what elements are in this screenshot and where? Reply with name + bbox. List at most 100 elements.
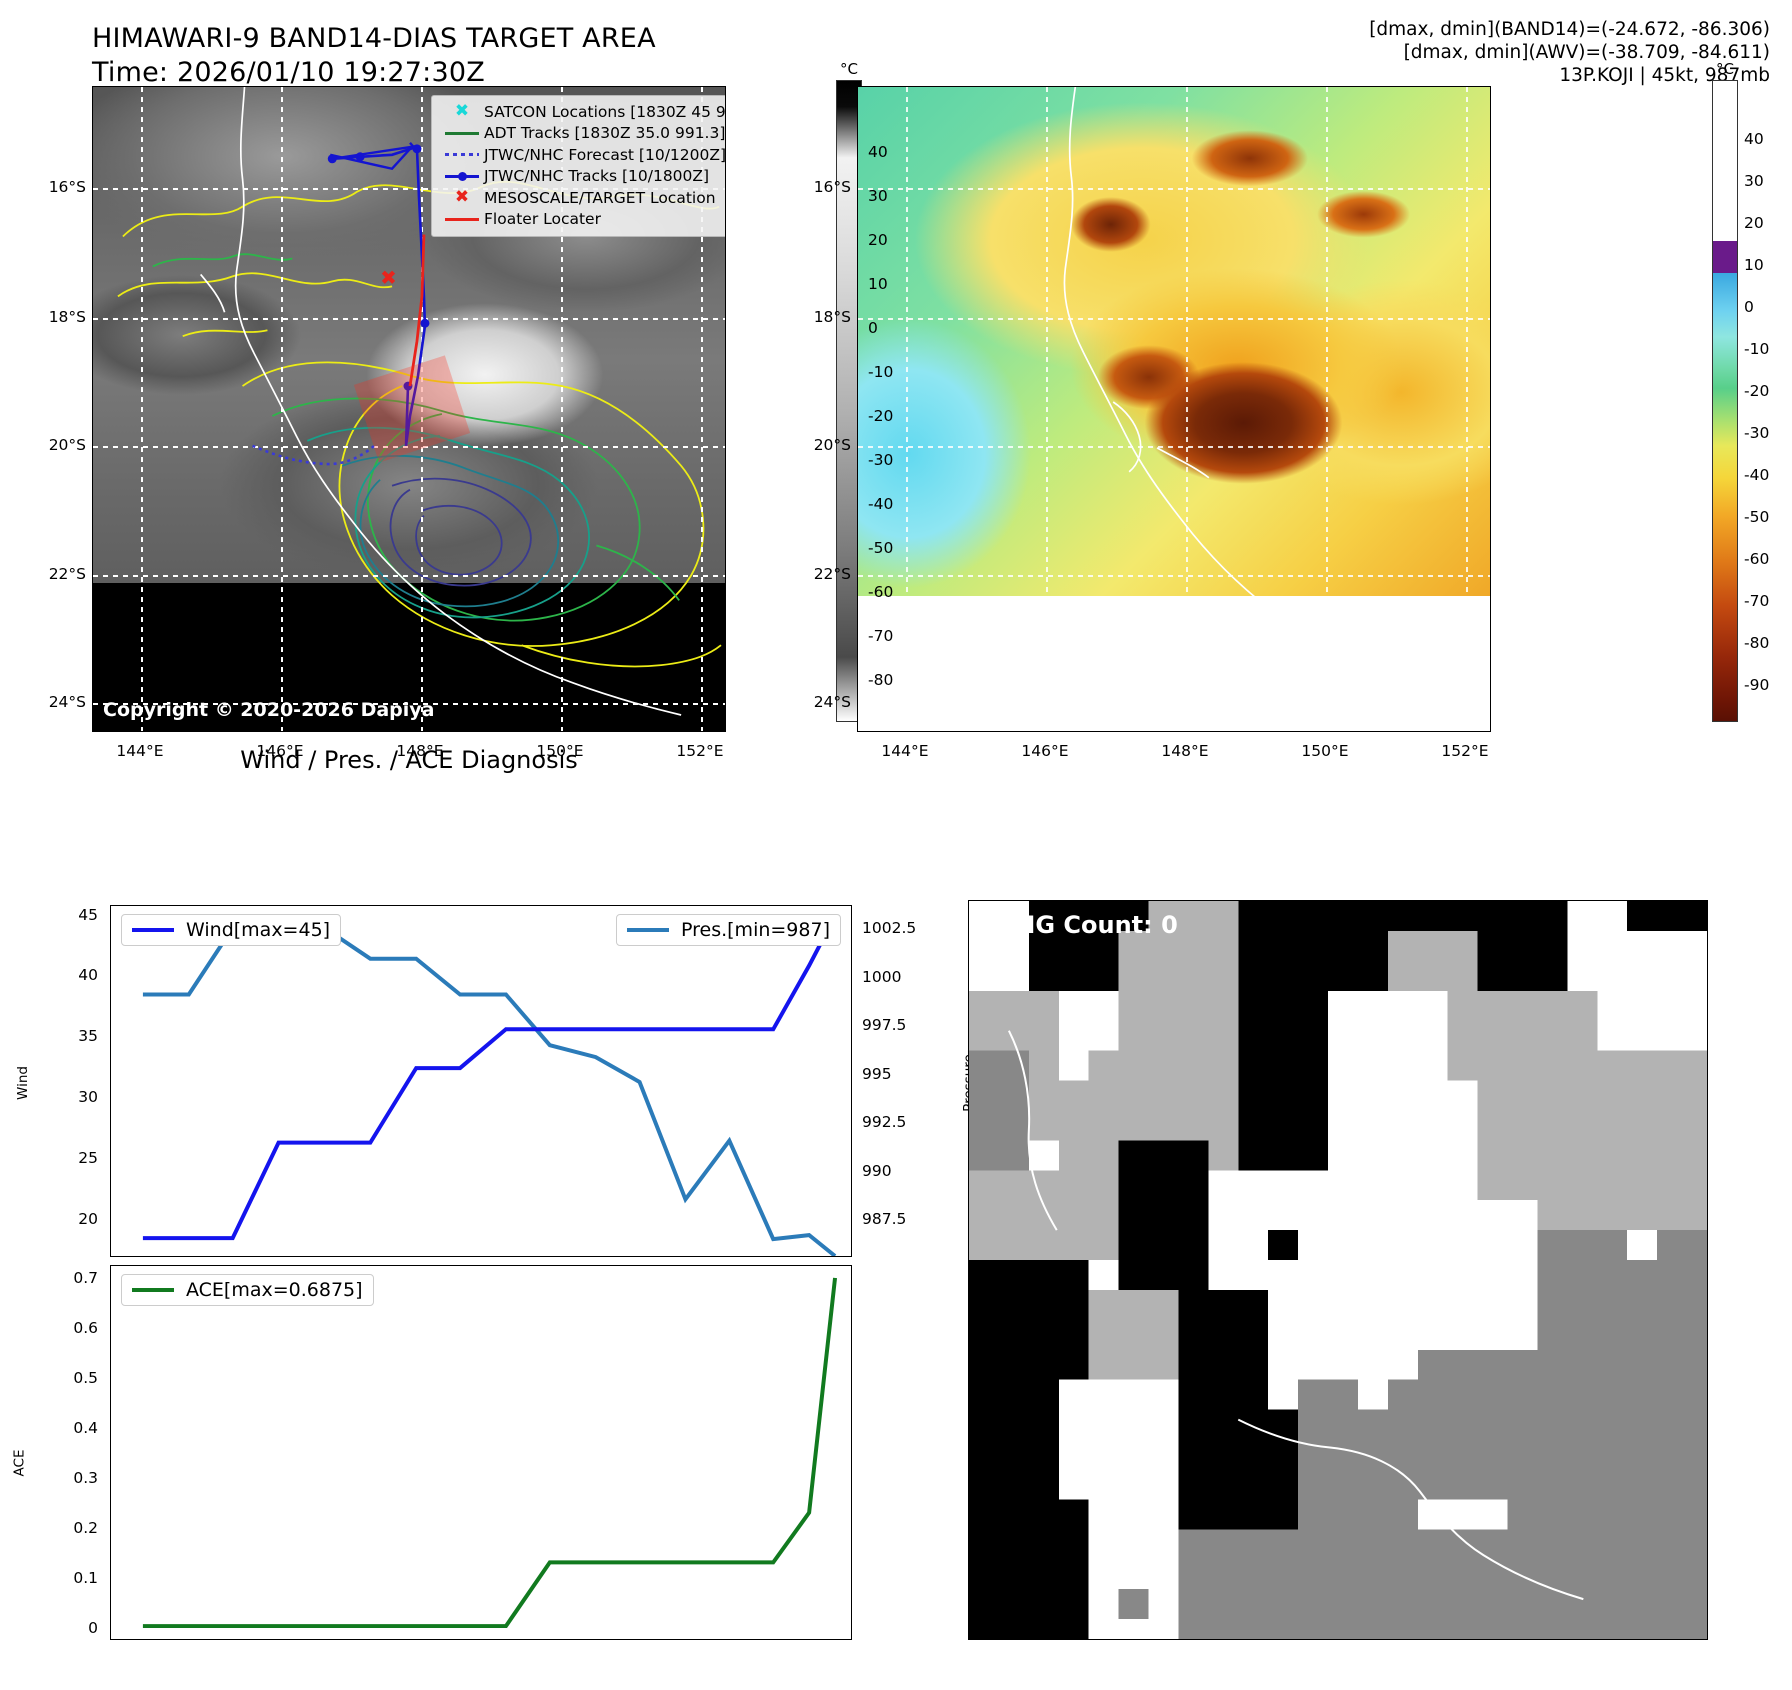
solid-line-icon — [440, 217, 484, 221]
ir-colorbar-unit: °C — [840, 60, 858, 78]
ace-ytick: 0.6 — [73, 1319, 98, 1337]
ir-cbar-tick: 20 — [868, 231, 888, 249]
legend-row: ADT Tracks [1830Z 35.0 991.3] — [440, 123, 725, 145]
ir-cbar-tick: 30 — [868, 187, 888, 205]
wmg-grid-cells — [969, 901, 1707, 1639]
awv-coastline-overlay — [1063, 87, 1403, 682]
ir-cbar-tick: -80 — [868, 671, 894, 689]
awv-cbar-tick: -40 — [1744, 466, 1770, 484]
wind-legend: Wind[max=45] — [121, 914, 342, 946]
wind-legend-label: Wind[max=45] — [186, 919, 331, 941]
awv-enhanced-map[interactable] — [857, 86, 1491, 732]
gridline-lat-22s — [858, 575, 1490, 577]
gridline-lon-146e — [1046, 87, 1048, 596]
ace-legend-label: ACE[max=0.6875] — [186, 1279, 363, 1301]
ace-chart[interactable]: ACE[max=0.6875] — [110, 1265, 852, 1640]
dmax-awv-text: [dmax, dmin](AWV)=(-38.709, -84.611) — [1403, 42, 1770, 63]
wind-pressure-chart[interactable]: Wind[max=45] Pres.[min=987] — [110, 905, 852, 1257]
ir-ytick: 24°S — [48, 693, 86, 711]
ir-xtick: 148°E — [396, 742, 444, 760]
ir-map-legend: ✖ SATCON Locations [1830Z 45 984] ADT Tr… — [431, 95, 726, 237]
awv-colorbar-unit: °C — [1716, 60, 1734, 78]
gridline-lon-148e — [1186, 87, 1188, 596]
svg-text:✖: ✖ — [380, 266, 397, 289]
awv-cbar-tick: 40 — [1744, 130, 1764, 148]
ir-satellite-map[interactable]: ✖ ✖ SATCON Locations [1830Z 45 984] ADT … — [92, 86, 726, 732]
pressure-legend: Pres.[min=987] — [616, 914, 841, 946]
wind-line — [142, 915, 837, 1241]
wind-ytick: 40 — [78, 966, 98, 984]
product-title: HIMAWARI-9 BAND14-DIAS TARGET AREA — [92, 23, 656, 54]
ace-legend-swatch — [132, 1288, 174, 1292]
legend-row: ✖ MESOSCALE/TARGET Location — [440, 187, 725, 209]
ace-ytick: 0.5 — [73, 1369, 98, 1387]
ir-xtick: 146°E — [256, 742, 304, 760]
awv-cbar-tick: 10 — [1744, 256, 1764, 274]
awv-xtick: 152°E — [1441, 742, 1489, 760]
gridline-lon-148e — [421, 87, 423, 731]
awv-ytick: 20°S — [813, 436, 851, 454]
gridline-lat-18s — [93, 318, 725, 320]
ace-legend: ACE[max=0.6875] — [121, 1274, 374, 1306]
wind-ytick: 20 — [78, 1210, 98, 1228]
gridline-lat-20s — [858, 446, 1490, 448]
awv-cbar-tick: -10 — [1744, 340, 1770, 358]
gridline-lon-152e — [701, 87, 703, 731]
legend-label: JTWC/NHC Forecast [10/1200Z] — [484, 145, 726, 164]
awv-cbar-tick: -50 — [1744, 508, 1770, 526]
dotted-line-icon — [440, 153, 484, 157]
wind-pressure-series — [142, 915, 837, 1256]
storm-track-overlay: ✖ — [252, 142, 471, 466]
awv-cbar-tick: -30 — [1744, 424, 1770, 442]
legend-label: SATCON Locations [1830Z 45 984] — [484, 102, 726, 121]
ir-xtick: 150°E — [536, 742, 584, 760]
awv-ytick: 16°S — [813, 178, 851, 196]
wmg-panel[interactable]: WMG Count: 0 — [968, 900, 1708, 1640]
ir-cbar-tick: -20 — [868, 407, 894, 425]
ir-cbar-tick: 40 — [868, 143, 888, 161]
ir-cbar-tick: -40 — [868, 495, 894, 513]
ir-xtick: 144°E — [116, 742, 164, 760]
awv-ytick: 18°S — [813, 308, 851, 326]
pressure-ytick: 995 — [862, 1065, 892, 1083]
awv-cbar-tick: -20 — [1744, 382, 1770, 400]
page-title: HIMAWARI-9 BAND14-DIAS TARGET AREA Time:… — [92, 22, 656, 90]
dmax-band14-text: [dmax, dmin](BAND14)=(-24.672, -86.306) — [1369, 19, 1770, 40]
ace-ytick: 0.4 — [73, 1419, 98, 1437]
legend-row: ✖ SATCON Locations [1830Z 45 984] — [440, 101, 726, 123]
ace-ytick: 0.2 — [73, 1519, 98, 1537]
wind-ytick: 30 — [78, 1088, 98, 1106]
awv-cbar-tick: 0 — [1744, 298, 1754, 316]
awv-xtick: 144°E — [881, 742, 929, 760]
wind-ytick: 45 — [78, 906, 98, 924]
wind-ytick: 35 — [78, 1027, 98, 1045]
awv-cbar-tick: 20 — [1744, 214, 1764, 232]
gridline-lon-144e — [906, 87, 908, 596]
ace-series — [142, 1277, 838, 1629]
diagnosis-panel-title: Wind / Pres. / ACE Diagnosis — [240, 746, 578, 774]
awv-cbar-tick: -90 — [1744, 676, 1770, 694]
awv-xtick: 148°E — [1161, 742, 1209, 760]
ir-cbar-tick: 0 — [868, 319, 878, 337]
copyright-notice: Copyright © 2020-2026 Dapiya — [103, 699, 435, 721]
gridline-lon-150e — [561, 87, 563, 731]
pressure-ytick: 1000 — [862, 968, 902, 986]
awv-xtick: 146°E — [1021, 742, 1069, 760]
pressure-ytick: 987.5 — [862, 1210, 907, 1228]
ir-cbar-tick: -70 — [868, 627, 894, 645]
solid-line-icon — [440, 131, 484, 135]
line-with-marker-icon — [440, 171, 484, 181]
wmg-count-label: WMG Count: 0 — [985, 911, 1178, 939]
gridline-lon-146e — [281, 87, 283, 731]
gridline-lat-18s — [858, 318, 1490, 320]
awv-no-data-region — [858, 595, 1490, 731]
ir-ytick: 16°S — [48, 178, 86, 196]
legend-row: JTWC/NHC Forecast [10/1200Z] — [440, 144, 726, 166]
storm-summary-text: 13P.KOJI | 45kt, 987mb — [1559, 65, 1770, 86]
gridline-lat-16s — [93, 188, 725, 190]
ir-xtick: 152°E — [676, 742, 724, 760]
awv-cbar-tick: -70 — [1744, 592, 1770, 610]
wmg-coastline-overlay — [1007, 1030, 1584, 1601]
awv-cbar-tick: -80 — [1744, 634, 1770, 652]
